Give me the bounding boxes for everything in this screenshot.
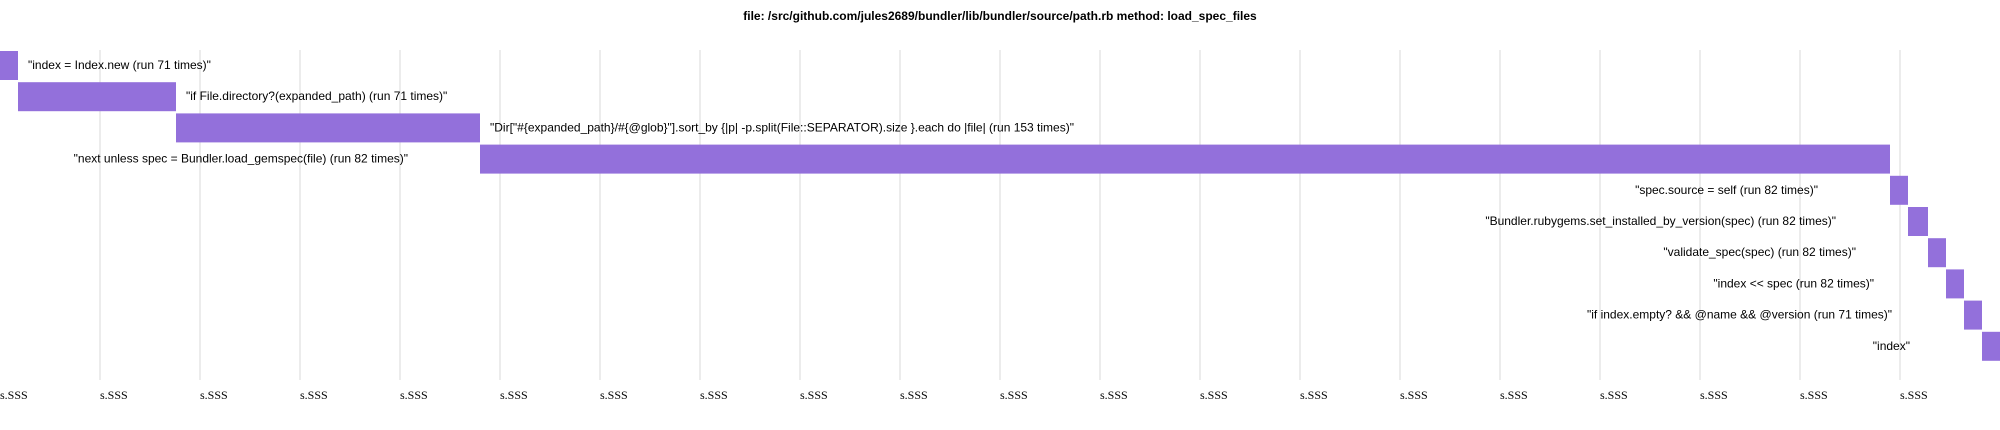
timeline-bar bbox=[480, 144, 1890, 174]
timeline-bar bbox=[1964, 300, 1982, 330]
x-tick-label: s.SSS bbox=[600, 388, 628, 402]
bar-label: "index = Index.new (run 71 times)" bbox=[28, 58, 211, 72]
x-tick-label: s.SSS bbox=[1800, 388, 1828, 402]
x-tick-label: s.SSS bbox=[1000, 388, 1028, 402]
x-tick-label: s.SSS bbox=[1900, 388, 1928, 402]
x-tick-label: s.SSS bbox=[1100, 388, 1128, 402]
timeline-bar bbox=[1946, 269, 1964, 299]
timeline-bar bbox=[1908, 207, 1928, 236]
bar-label: "index" bbox=[1873, 339, 1910, 353]
timeline-bar bbox=[18, 82, 176, 112]
timeline-bar bbox=[1982, 331, 2000, 361]
bar-label: "Bundler.rubygems.set_installed_by_versi… bbox=[1485, 214, 1836, 228]
timeline-bar bbox=[176, 113, 480, 143]
bar-label: "if File.directory?(expanded_path) (run … bbox=[186, 89, 447, 103]
bar-label: "next unless spec = Bundler.load_gemspec… bbox=[74, 152, 408, 166]
x-tick-label: s.SSS bbox=[1600, 388, 1628, 402]
x-tick-label: s.SSS bbox=[300, 388, 328, 402]
x-tick-label: s.SSS bbox=[0, 388, 28, 402]
timeline-bar bbox=[1928, 238, 1946, 268]
bar-label: "spec.source = self (run 82 times)" bbox=[1635, 183, 1818, 197]
bar-label: "if index.empty? && @name && @version (r… bbox=[1587, 308, 1892, 322]
bar-label: "index << spec (run 82 times)" bbox=[1713, 276, 1874, 290]
x-tick-label: s.SSS bbox=[500, 388, 528, 402]
bar-label: "Dir["#{expanded_path}/#{@glob}"].sort_b… bbox=[490, 120, 1074, 134]
x-tick-label: s.SSS bbox=[1500, 388, 1528, 402]
x-tick-label: s.SSS bbox=[1700, 388, 1728, 402]
timeline-bar bbox=[0, 51, 18, 80]
x-tick-label: s.SSS bbox=[800, 388, 828, 402]
x-tick-label: s.SSS bbox=[200, 388, 228, 402]
x-tick-label: s.SSS bbox=[700, 388, 728, 402]
x-tick-label: s.SSS bbox=[100, 388, 128, 402]
timeline-bar bbox=[1890, 175, 1908, 205]
bar-label: "validate_spec(spec) (run 82 times)" bbox=[1663, 245, 1856, 259]
x-tick-label: s.SSS bbox=[1400, 388, 1428, 402]
x-tick-label: s.SSS bbox=[900, 388, 928, 402]
x-tick-label: s.SSS bbox=[400, 388, 428, 402]
chart-title: file: /src/github.com/jules2689/bundler/… bbox=[743, 9, 1257, 23]
x-tick-label: s.SSS bbox=[1300, 388, 1328, 402]
x-tick-label: s.SSS bbox=[1200, 388, 1228, 402]
